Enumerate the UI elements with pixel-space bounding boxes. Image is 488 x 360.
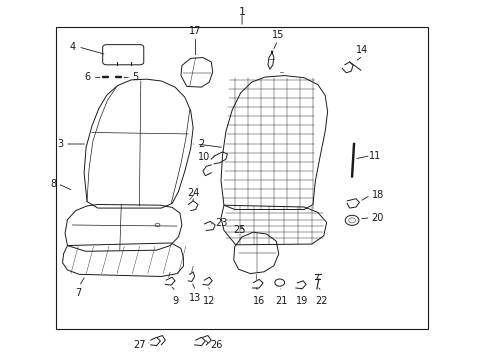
Text: 10: 10	[198, 152, 210, 162]
Text: 13: 13	[188, 293, 201, 303]
Text: 7: 7	[75, 288, 81, 298]
Text: 23: 23	[215, 218, 227, 228]
Text: 12: 12	[203, 296, 215, 306]
Text: 27: 27	[133, 340, 145, 350]
Text: 19: 19	[295, 296, 308, 306]
Text: 15: 15	[271, 30, 284, 40]
Text: 8: 8	[50, 179, 56, 189]
Text: 24: 24	[186, 188, 199, 198]
Text: 16: 16	[252, 296, 265, 306]
Text: 17: 17	[189, 26, 202, 36]
Text: 14: 14	[355, 45, 367, 55]
Text: 26: 26	[210, 340, 222, 350]
Text: 11: 11	[368, 150, 381, 161]
Text: 22: 22	[315, 296, 327, 306]
Text: 20: 20	[371, 213, 383, 223]
Text: 21: 21	[274, 296, 287, 306]
Bar	[56, 27, 427, 329]
Text: 1: 1	[238, 6, 245, 17]
Text: 9: 9	[172, 296, 178, 306]
Text: 18: 18	[371, 190, 383, 200]
Text: 5: 5	[132, 72, 138, 82]
Text: 2: 2	[198, 139, 204, 149]
Text: 3: 3	[57, 139, 63, 149]
Text: 4: 4	[69, 42, 76, 52]
Text: 25: 25	[233, 225, 245, 235]
Text: 6: 6	[84, 72, 90, 82]
